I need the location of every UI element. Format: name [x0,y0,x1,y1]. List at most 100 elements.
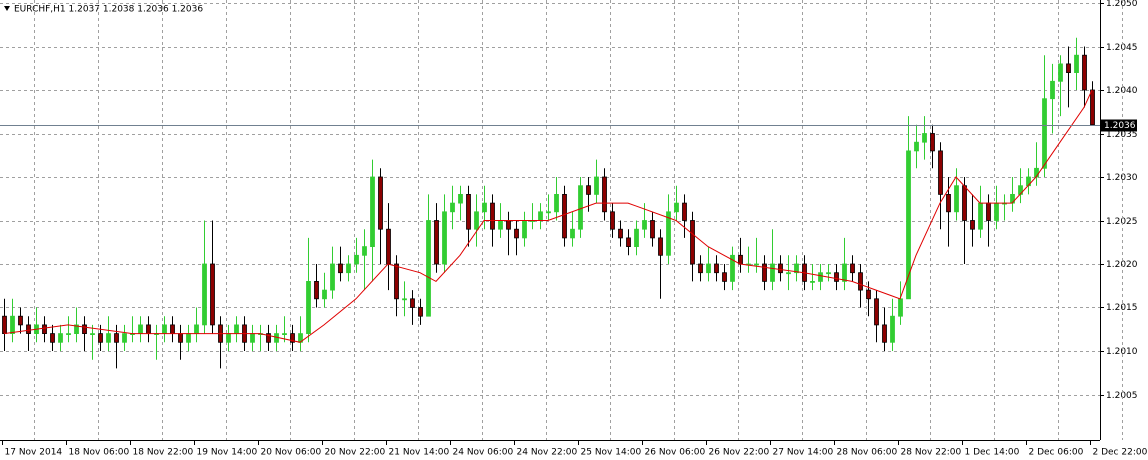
candle [714,255,719,282]
candle-body [986,202,991,221]
y-tick-label: 1.2015 [1106,303,1138,313]
candle [922,116,927,160]
candle-body [954,185,959,213]
candle-body [882,324,887,343]
candle-body [146,324,151,334]
candle-body [10,315,15,335]
candle-body [634,228,639,247]
candle [1042,55,1047,177]
candle [650,211,655,247]
candle-body [658,237,663,256]
candle-body [370,176,375,247]
candle-body [322,289,327,300]
candle-body [122,333,127,343]
candle-body [666,211,671,256]
candle [634,220,639,256]
candle-body [618,228,623,239]
candle [570,211,575,247]
candle-body [26,324,31,334]
candle-body [66,333,71,336]
candle [410,290,415,325]
candle [466,185,471,247]
candle [282,316,287,343]
candle [770,229,775,291]
x-tick-label: 1 Dec 14:00 [965,448,1020,458]
candle-body [282,333,287,336]
candle-body [1074,54,1079,74]
candle-body [650,220,655,239]
candle [354,237,359,273]
y-tick-label: 1.2010 [1106,347,1138,357]
candle [202,220,207,334]
candle-body [418,307,423,317]
candle [618,220,623,247]
candle [458,185,463,221]
candle-body [722,272,727,282]
candle-body [994,202,999,221]
candle [18,307,23,334]
candle-body [938,150,943,195]
candle [434,203,439,273]
candle-body [250,333,255,343]
candle [754,237,759,273]
candle [42,316,47,343]
y-tick-label: 1.2030 [1106,173,1138,183]
candle-body [874,298,879,326]
menu-triangle[interactable] [4,6,10,11]
candle-body [386,228,391,265]
candle-body [1010,193,1015,204]
candle [1050,63,1055,134]
candle-body [466,193,471,230]
candle-body [98,333,103,343]
candle [730,246,735,291]
candle [1066,46,1071,108]
candle-body [306,280,311,334]
candle [370,159,375,282]
candle-body [290,333,295,343]
candle [594,159,599,204]
x-tick-label: 26 Nov 06:00 [645,448,706,458]
candle-body [594,176,599,195]
candle-body [138,324,143,334]
candle-body [914,141,919,152]
candle [402,281,407,317]
candle-body [354,254,359,265]
candle [106,316,111,351]
candle [314,264,319,308]
x-tick-label: 24 Nov 06:00 [453,448,514,458]
candle-body [698,263,703,274]
candle [850,255,855,282]
candle-body [1058,63,1063,82]
candle [426,194,431,317]
candle-body [58,333,63,343]
candle-body [90,333,95,336]
candle-body [906,150,911,300]
candle-body [346,263,351,274]
candle [290,324,295,351]
candle [882,307,887,351]
candle [698,255,703,282]
candle-body [82,324,87,334]
y-tick-label: 1.2005 [1106,391,1138,401]
candle-body [170,324,175,334]
candle [322,272,327,308]
candle [842,237,847,291]
candle-body [74,324,79,334]
candle-body [866,289,871,300]
candle [330,246,335,299]
candle [26,316,31,351]
moving-average [3,89,1093,343]
candle-body [506,220,511,230]
candle-body [490,202,495,230]
candle-body [338,263,343,274]
candle [794,255,799,282]
candle-body [314,280,319,300]
candle-body [226,333,231,343]
x-tick-label: 19 Nov 14:00 [197,448,258,458]
candle [666,194,671,264]
candle [442,194,447,273]
candle [346,255,351,282]
candle-body [770,263,775,282]
candle [834,264,839,291]
